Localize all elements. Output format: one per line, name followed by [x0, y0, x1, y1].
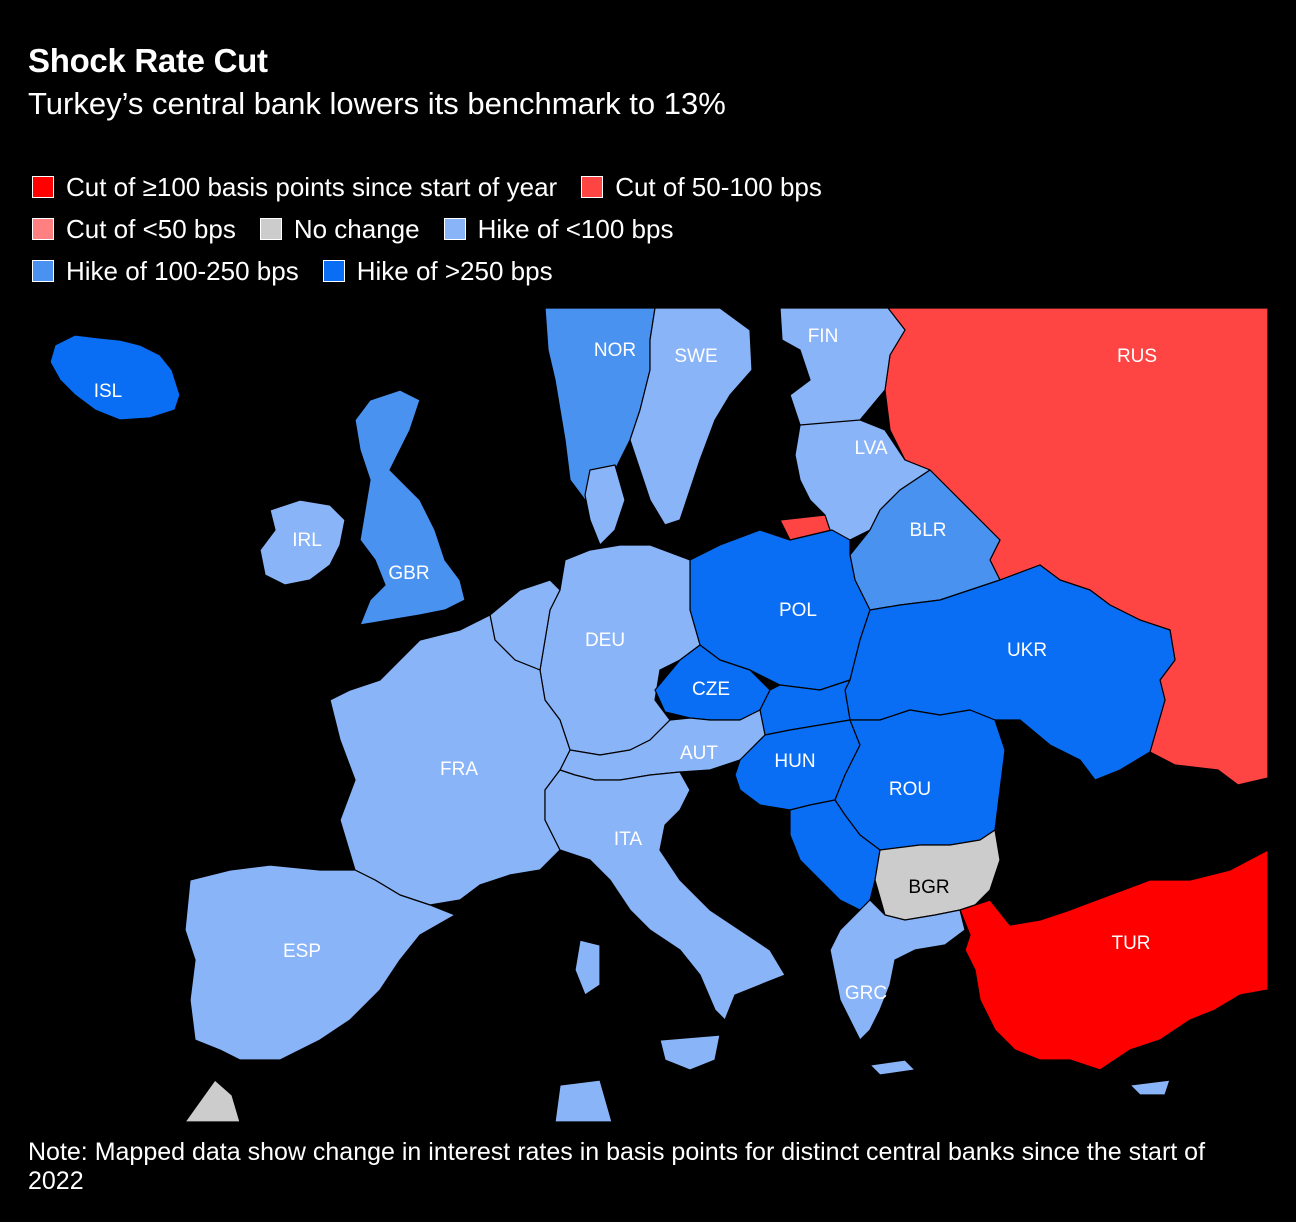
legend-item-hike-100-250: Hike of 100-250 bps — [32, 256, 299, 287]
label-rus: RUS — [1117, 346, 1157, 367]
legend: Cut of ≥100 basis points since start of … — [32, 166, 1232, 292]
legend-item-cut-100: Cut of ≥100 basis points since start of … — [32, 172, 557, 203]
legend-swatch — [443, 218, 466, 240]
legend-swatch — [259, 218, 282, 240]
label-rou: ROU — [889, 779, 931, 800]
label-esp: ESP — [283, 941, 321, 962]
country-deu — [584, 464, 626, 546]
europe-map: ISL NOR SWE FIN RUS LVA IRL GBR BLR POL … — [49, 308, 1269, 1123]
label-blr: BLR — [910, 520, 947, 541]
label-fra: FRA — [440, 759, 478, 780]
country-ita — [574, 939, 601, 996]
country-bgr — [184, 1079, 241, 1123]
label-lva: LVA — [854, 438, 887, 459]
chart-title: Shock Rate Cut — [28, 42, 268, 79]
legend-label: Hike of <100 bps — [477, 213, 674, 244]
country-ita — [659, 1034, 721, 1071]
country-fin — [779, 308, 906, 431]
country-swe — [629, 308, 753, 526]
label-ita: ITA — [614, 829, 642, 850]
legend-label: Cut of ≥100 basis points since start of … — [66, 171, 558, 202]
country-esp — [184, 864, 456, 1061]
label-nor: NOR — [594, 340, 636, 361]
country-grc — [1129, 1079, 1171, 1096]
legend-swatch — [32, 176, 54, 198]
legend-label: Cut of 50-100 bps — [615, 171, 822, 202]
label-bgr: BGR — [908, 877, 949, 898]
legend-label: Cut of <50 bps — [66, 213, 236, 244]
legend-item-hike-gt250: Hike of >250 bps — [322, 255, 553, 287]
legend-swatch — [581, 176, 604, 198]
country-isl — [49, 334, 181, 421]
country-gbr — [354, 389, 466, 626]
country-ita — [554, 1079, 613, 1123]
legend-item-hike-lt100: Hike of <100 bps — [443, 213, 674, 245]
label-grc: GRC — [845, 983, 887, 1004]
footnote: Note: Mapped data show change in interes… — [28, 1138, 1206, 1195]
legend-swatch — [322, 260, 345, 282]
legend-swatch — [32, 218, 54, 240]
legend-item-cut-lt50: Cut of <50 bps — [32, 214, 236, 245]
label-hun: HUN — [774, 751, 815, 772]
chart-subtitle: Turkey’s central bank lowers its benchma… — [28, 86, 726, 121]
legend-label: No change — [293, 213, 420, 244]
country-hun — [789, 799, 881, 911]
country-grc — [869, 1059, 916, 1076]
label-tur: TUR — [1111, 933, 1150, 954]
label-ukr: UKR — [1007, 640, 1047, 661]
legend-item-no-change: No change — [259, 213, 420, 245]
label-deu: DEU — [585, 630, 625, 651]
legend-label: Hike of 100-250 bps — [66, 255, 299, 286]
label-isl: ISL — [94, 381, 123, 402]
country-grc — [829, 899, 966, 1041]
country-ita — [544, 769, 786, 1021]
label-aut: AUT — [680, 743, 718, 764]
legend-item-cut-50-100: Cut of 50-100 bps — [581, 172, 822, 203]
label-fin: FIN — [808, 326, 839, 347]
label-pol: POL — [779, 600, 817, 621]
label-swe: SWE — [674, 346, 717, 367]
country-irl — [259, 499, 346, 586]
label-gbr: GBR — [388, 563, 429, 584]
country-fra — [329, 614, 571, 906]
legend-label: Hike of >250 bps — [356, 255, 553, 286]
country-tur — [959, 849, 1269, 1071]
label-irl: IRL — [292, 530, 322, 551]
legend-swatch — [32, 260, 54, 282]
label-cze: CZE — [692, 679, 730, 700]
